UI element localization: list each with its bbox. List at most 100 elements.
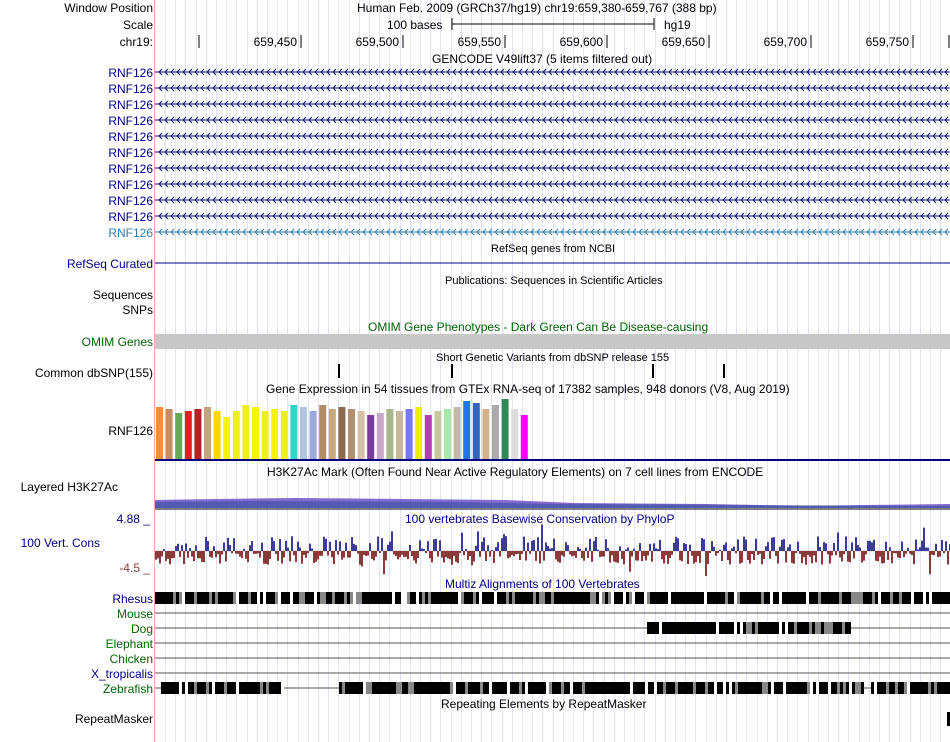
- assembly-name: hg19: [664, 18, 691, 32]
- ruler-tick-label: 659,500: [355, 35, 399, 49]
- gtex-tissue-bar: [271, 409, 279, 459]
- gtex-tissue-bar: [175, 413, 183, 459]
- gencode-item-label[interactable]: RNF126: [108, 178, 153, 192]
- refseq-track-label[interactable]: RefSeq Curated: [66, 257, 153, 271]
- phylop-max-label: 4.88 _: [116, 512, 150, 526]
- ruler-tick-label: 659,600: [559, 35, 603, 49]
- gtex-tissue-bar: [156, 407, 163, 459]
- gtex-tissue-bar: [453, 407, 461, 459]
- phylop-track-label[interactable]: 100 Vert. Cons: [20, 536, 100, 550]
- gtex-tissue-bar: [415, 407, 423, 459]
- gtex-gene-label[interactable]: RNF126: [108, 424, 153, 438]
- gtex-tissue-bar: [492, 405, 499, 459]
- ruler-tick-label: 659,700: [763, 35, 807, 49]
- position-title: Human Feb. 2009 (GRCh37/hg19) chr19:659,…: [357, 1, 717, 15]
- gencode-item-label[interactable]: RNF126: [108, 130, 153, 144]
- ruler-tick-label: 659,750: [865, 35, 909, 49]
- gtex-tissue-bar: [280, 411, 288, 459]
- track-image-area[interactable]: Human Feb. 2009 (GRCh37/hg19) chr19:659,…: [155, 0, 950, 742]
- h3k27ac-track-label[interactable]: Layered H3K27Ac: [20, 480, 118, 494]
- gtex-track-title[interactable]: Gene Expression in 54 tissues from GTEx …: [266, 382, 790, 396]
- gtex-tissue-bar: [232, 411, 240, 459]
- refseq-track-title[interactable]: RefSeq genes from NCBI: [491, 243, 616, 255]
- multiz-species-label[interactable]: Chicken: [109, 652, 153, 666]
- gencode-item-label[interactable]: RNF126: [108, 194, 153, 208]
- gtex-tissue-bar: [204, 407, 211, 459]
- gtex-tissue-bar: [511, 409, 519, 459]
- multiz-species-label[interactable]: X_tropicalis: [90, 667, 153, 681]
- gencode-item-label[interactable]: RNF126: [108, 82, 153, 96]
- gencode-item-label[interactable]: RNF126: [108, 146, 153, 160]
- multiz-species-label[interactable]: Rhesus: [112, 592, 153, 606]
- gencode-gene-lines: [155, 68, 950, 236]
- gtex-tissue-bar: [501, 399, 509, 459]
- omim-bar: [155, 334, 950, 349]
- gtex-tissue-bar: [290, 405, 298, 459]
- dbsnp-track-title[interactable]: Short Genetic Variants from dbSNP releas…: [436, 352, 670, 364]
- ruler-tick-label: 659,450: [253, 35, 297, 49]
- window-position-label: Window Position: [64, 1, 153, 15]
- repeatmasker-element: [947, 712, 950, 726]
- repeatmasker-track-label[interactable]: RepeatMasker: [74, 712, 153, 726]
- multiz-species-label[interactable]: Dog: [130, 622, 153, 636]
- gencode-item-label[interactable]: RNF126: [108, 210, 153, 224]
- gtex-tissue-bar: [309, 411, 317, 459]
- ruler-ticks: [198, 18, 950, 48]
- gtex-tissue-bar: [242, 405, 250, 459]
- gencode-track-title[interactable]: GENCODE V49lift37 (5 items filtered out): [432, 52, 653, 66]
- gtex-tissue-bar: [405, 409, 413, 459]
- gtex-tissue-bar: [424, 415, 432, 459]
- publications-snps-label[interactable]: SNPs: [122, 303, 153, 317]
- gtex-tissue-bar: [223, 417, 231, 459]
- gtex-tissue-bar: [472, 403, 480, 459]
- ruler-tick-label: 659,550: [457, 35, 501, 49]
- multiz-species-label[interactable]: Mouse: [116, 607, 153, 621]
- ruler-tick-label: 659,650: [661, 35, 705, 49]
- dbsnp-track-label[interactable]: Common dbSNP(155): [34, 366, 153, 380]
- scale-text: 100 bases: [387, 18, 443, 32]
- gtex-tissue-bar: [396, 411, 403, 459]
- publications-track-title[interactable]: Publications: Sequences in Scientific Ar…: [445, 275, 663, 287]
- gtex-tissue-bar: [376, 413, 384, 459]
- phylop-conservation-bars: [155, 524, 950, 576]
- gtex-tissue-bar: [434, 411, 442, 459]
- gtex-tissue-bar: [520, 415, 528, 459]
- gtex-tissue-bar: [328, 409, 336, 459]
- gtex-tissue-bar: [252, 407, 259, 459]
- gencode-item-label[interactable]: RNF126: [108, 226, 153, 240]
- scale-label: Scale: [122, 18, 153, 32]
- gtex-tissue-bar: [194, 409, 202, 459]
- multiz-alignment-rows: [155, 592, 950, 694]
- gtex-tissue-bar: [367, 415, 375, 459]
- omim-track-title[interactable]: OMIM Gene Phenotypes - Dark Green Can Be…: [368, 320, 709, 334]
- gtex-tissue-bar: [444, 409, 451, 459]
- gtex-tissue-bar: [338, 407, 346, 459]
- gencode-item-label[interactable]: RNF126: [108, 114, 153, 128]
- gtex-tissue-bar: [386, 409, 394, 459]
- gtex-tissue-bar: [165, 409, 173, 459]
- gtex-tissue-bar: [300, 407, 307, 459]
- gtex-tissue-bar: [482, 409, 490, 459]
- phylop-min-label: -4.5 _: [119, 561, 150, 575]
- gtex-tissue-bar: [357, 411, 365, 459]
- omim-track-label[interactable]: OMIM Genes: [81, 335, 153, 349]
- gencode-item-label[interactable]: RNF126: [108, 162, 153, 176]
- gtex-tissue-bar: [261, 411, 269, 459]
- multiz-track-title[interactable]: Multiz Alignments of 100 Vertebrates: [445, 577, 640, 591]
- chr-label: chr19:: [119, 35, 153, 49]
- label-divider: [154, 0, 155, 742]
- gtex-tissue-bars: [156, 399, 528, 459]
- gtex-tissue-bar: [463, 401, 471, 459]
- repeatmasker-track-title[interactable]: Repeating Elements by RepeatMasker: [441, 697, 647, 711]
- h3k27ac-signal: [155, 498, 950, 508]
- multiz-species-label[interactable]: Elephant: [105, 637, 153, 651]
- h3k27ac-track-title[interactable]: H3K27Ac Mark (Often Found Near Active Re…: [267, 465, 764, 479]
- phylop-track-title[interactable]: 100 vertebrates Basewise Conservation by…: [405, 512, 675, 526]
- gtex-tissue-bar: [319, 405, 327, 459]
- gencode-item-label[interactable]: RNF126: [108, 98, 153, 112]
- multiz-species-label[interactable]: Zebrafish: [102, 682, 153, 696]
- gtex-tissue-bar: [213, 411, 221, 459]
- gencode-item-label[interactable]: RNF126: [108, 66, 153, 80]
- publications-sequences-label[interactable]: Sequences: [92, 288, 153, 302]
